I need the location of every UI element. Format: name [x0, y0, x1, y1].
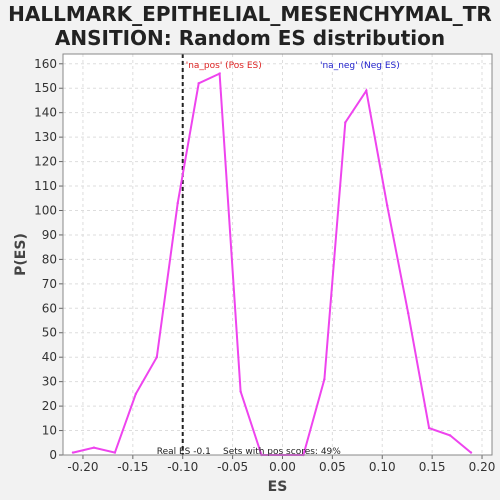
x-tick-label: -0.15 — [117, 460, 148, 474]
data-point — [386, 204, 389, 207]
y-tick-label: 70 — [42, 277, 57, 291]
y-tick-label: 100 — [34, 203, 57, 217]
data-point — [113, 451, 117, 454]
x-tick-label: 0.10 — [369, 460, 396, 474]
y-axis-ticks: 0 10 20 30 40 50 60 70 80 90 100 110 120 130 140 150 160 — [34, 57, 63, 462]
y-axis-label: P(ES) — [13, 233, 29, 276]
chart-title-line2: ANSITION: Random ES distribution — [54, 26, 446, 50]
data-point — [92, 446, 96, 449]
plot-area — [63, 54, 492, 455]
x-tick-label: -0.20 — [67, 460, 98, 474]
x-axis-label: ES — [268, 479, 288, 495]
y-tick-label: 30 — [42, 375, 57, 389]
y-tick-label: 110 — [34, 179, 57, 193]
x-tick-label: -0.10 — [167, 460, 198, 474]
y-tick-label: 40 — [42, 350, 57, 364]
data-point — [71, 451, 75, 454]
data-point — [406, 311, 410, 315]
x-tick-label: 0.20 — [469, 460, 496, 474]
y-tick-label: 160 — [34, 57, 57, 71]
x-tick-label: 0.05 — [319, 460, 346, 474]
y-tick-label: 20 — [42, 399, 57, 413]
real-es-label: Real ES -0.1 — [157, 447, 211, 457]
y-tick-label: 140 — [34, 106, 57, 120]
x-axis-ticks: -0.20 -0.15 -0.10 -0.05 0.00 0.05 0.10 0.15 0.20 — [67, 455, 495, 474]
y-tick-label: 10 — [42, 424, 57, 438]
data-point — [134, 392, 138, 396]
data-point — [155, 355, 158, 359]
chart-title-line1: HALLMARK_EPITHELIAL_MESENCHYMAL_TR — [8, 2, 492, 26]
y-tick-label: 120 — [34, 155, 57, 169]
sets-pos-scores-label: Sets with pos scores: 49% — [223, 447, 341, 457]
x-tick-label: 0.15 — [419, 460, 446, 474]
data-point — [448, 434, 452, 437]
grid-lines — [63, 54, 492, 456]
data-point — [469, 451, 473, 454]
x-tick-label: 0.00 — [269, 460, 296, 474]
y-tick-label: 80 — [42, 252, 57, 266]
data-point — [344, 121, 347, 124]
data-point — [239, 390, 242, 393]
data-point — [365, 89, 368, 92]
data-point — [218, 72, 221, 75]
chart-title: HALLMARK_EPITHELIAL_MESENCHYMAL_TR ANSIT… — [0, 2, 500, 50]
neg-es-label: 'na_neg' (Neg ES) — [320, 61, 400, 71]
y-tick-label: 90 — [42, 228, 57, 242]
y-tick-label: 150 — [34, 81, 57, 95]
x-tick-label: -0.05 — [217, 460, 248, 474]
pos-es-label: 'na_pos' (Pos ES) — [186, 61, 262, 71]
y-tick-label: 60 — [42, 301, 57, 315]
data-point — [197, 82, 200, 85]
y-tick-label: 50 — [42, 326, 57, 340]
data-point — [176, 201, 179, 205]
y-tick-label: 130 — [34, 130, 57, 144]
data-point — [427, 426, 431, 430]
y-tick-label: 0 — [49, 448, 57, 462]
plot-border — [62, 53, 493, 456]
data-point — [323, 378, 326, 381]
